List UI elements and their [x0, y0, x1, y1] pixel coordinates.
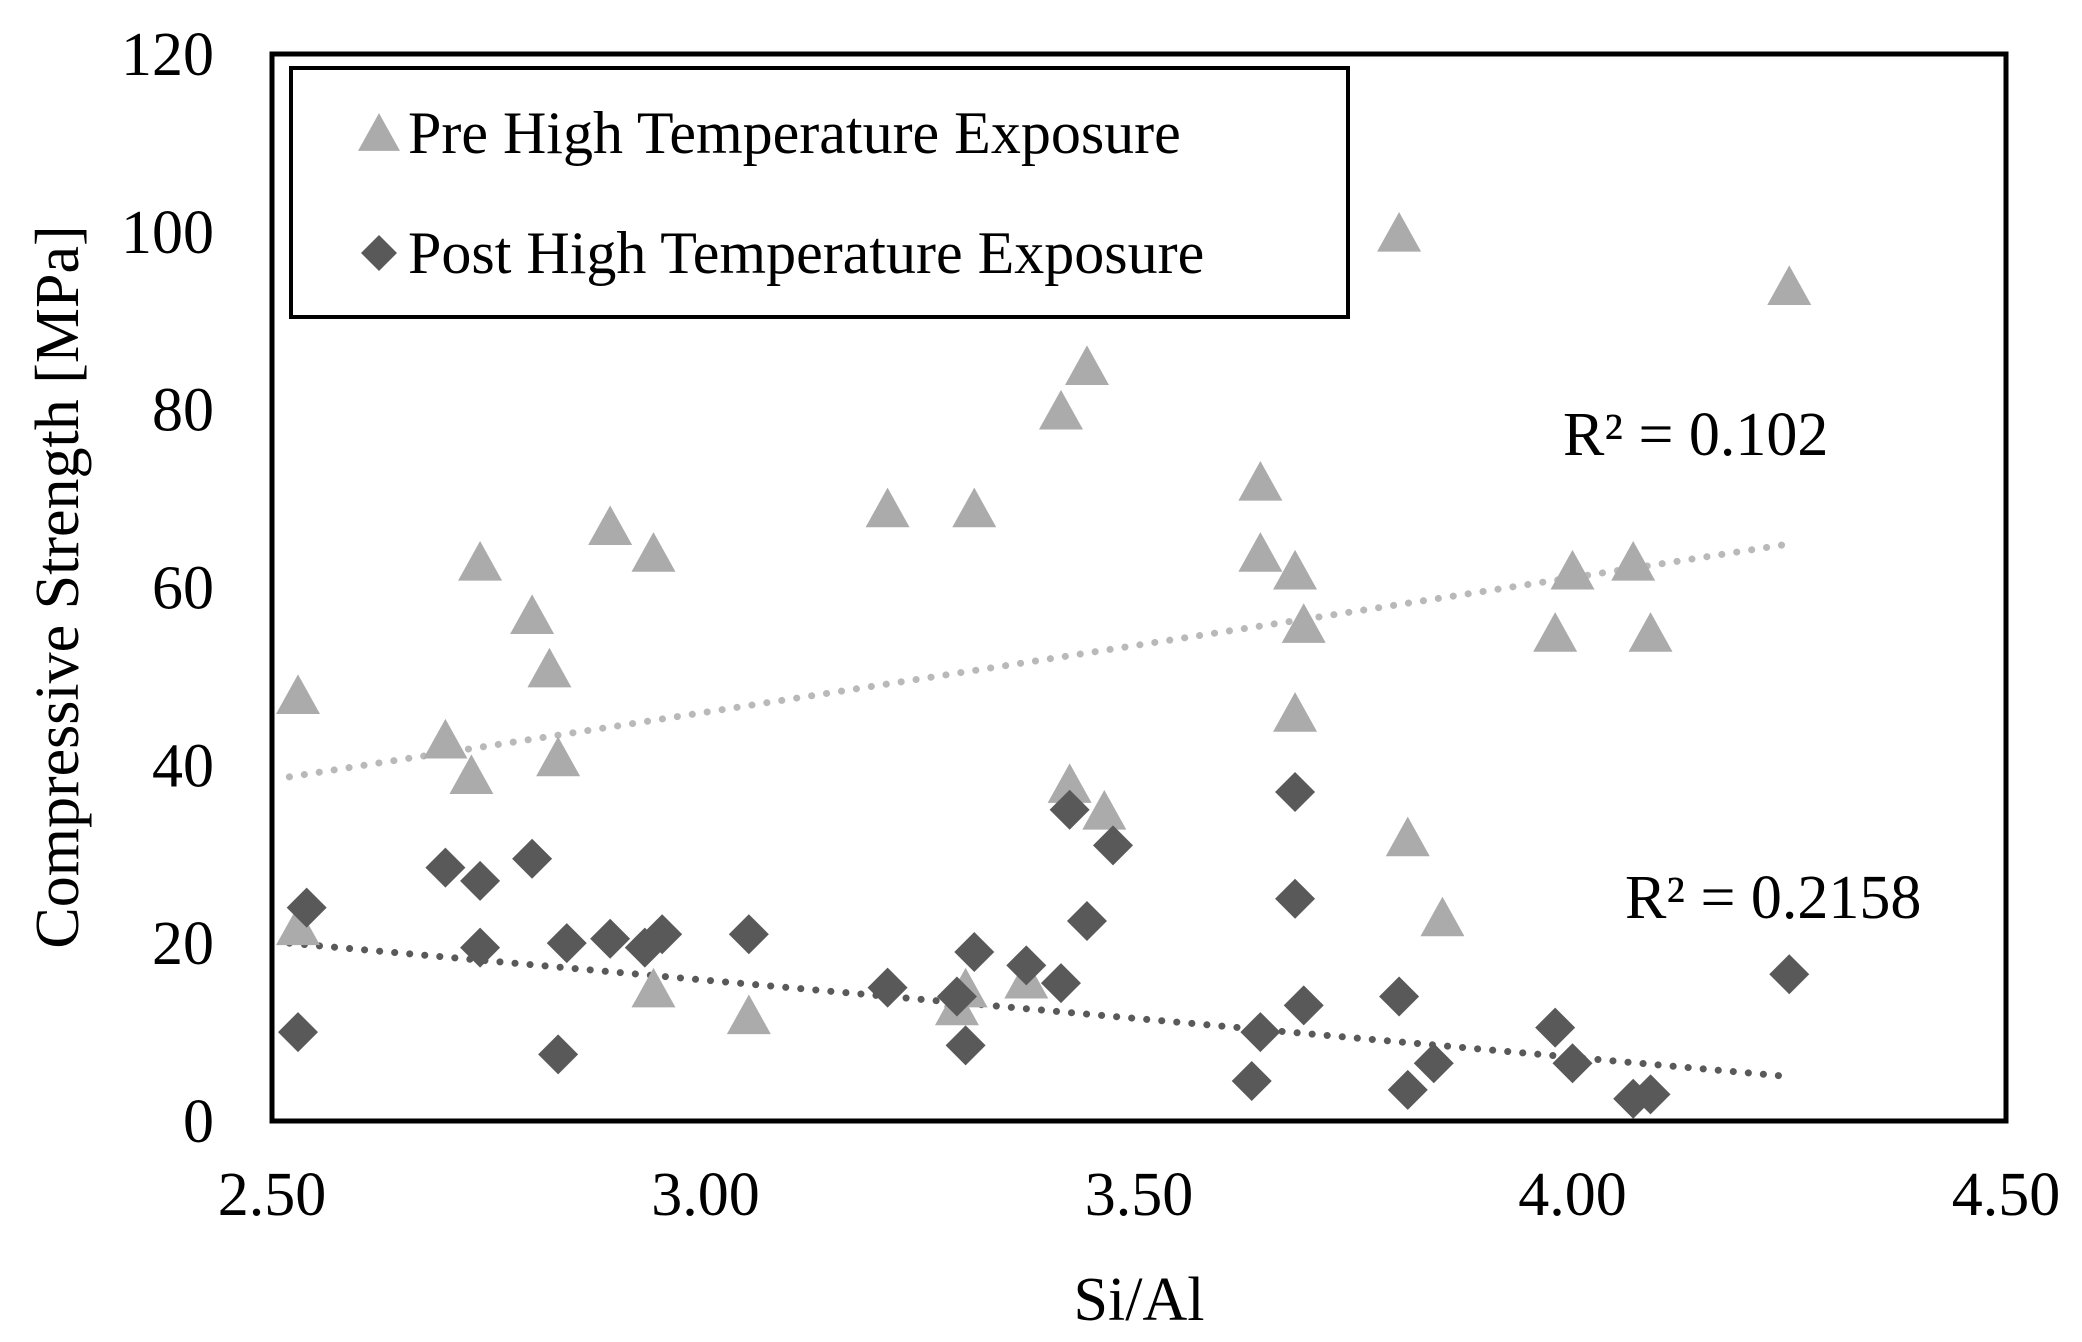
pre-exposure-point [1550, 549, 1595, 590]
post-exposure-point [286, 887, 327, 928]
legend-label-post: Post High Temperature Exposure [408, 220, 1204, 286]
post-exposure-point [1413, 1043, 1454, 1084]
y-tick-label: 100 [121, 199, 214, 267]
x-tick-label: 3.00 [651, 1161, 760, 1229]
post-exposure-point [546, 923, 587, 964]
pre-exposure-point [588, 505, 633, 546]
post-exposure-point [1092, 825, 1133, 866]
trendlines [285, 540, 1793, 1081]
post-exposure-point [867, 967, 908, 1008]
pre-exposure-point [527, 647, 572, 688]
legend: Pre High Temperature Exposure Post High … [289, 66, 1350, 319]
pre-exposure-point [1273, 692, 1318, 732]
legend-label-pre: Pre High Temperature Exposure [408, 100, 1181, 166]
post-exposure-point [425, 847, 466, 888]
trendline-pre [285, 540, 1793, 781]
pre-exposure-point [1238, 461, 1283, 501]
pre-exposure-point [1377, 212, 1422, 252]
series-pre-markers [276, 212, 1812, 1035]
post-exposure-point [1006, 945, 1047, 986]
post-exposure-point [1240, 1012, 1281, 1053]
post-exposure-point [1275, 772, 1316, 813]
pre-exposure-point [449, 754, 494, 795]
pre-exposure-point [631, 967, 676, 1008]
pre-exposure-point [631, 532, 676, 572]
x-tick-label: 3.50 [1085, 1161, 1194, 1229]
post-exposure-point [1066, 900, 1107, 941]
post-exposure-point [954, 932, 995, 973]
pre-exposure-point [1064, 345, 1109, 386]
y-tick-label: 80 [152, 377, 214, 445]
post-exposure-point [1387, 1069, 1428, 1110]
post-exposure-point [460, 927, 501, 968]
post-exposure-point [642, 914, 683, 955]
x-tick-label: 4.50 [1952, 1161, 2061, 1229]
post-exposure-point [1379, 976, 1420, 1017]
post-exposure-point [1535, 1007, 1576, 1048]
post-exposure-point [1630, 1074, 1671, 1115]
pre-exposure-point [952, 487, 997, 528]
post-exposure-point [1049, 789, 1090, 830]
plot-area-frame [269, 51, 2009, 1124]
pre-exposure-point [1628, 612, 1673, 652]
y-tick-label: 0 [183, 1088, 214, 1156]
pre-exposure-point [1273, 549, 1318, 590]
post-exposure-point [1769, 954, 1810, 995]
pre-exposure-point [1767, 265, 1812, 305]
legend-marker-post [361, 235, 397, 271]
pre-exposure-point [726, 994, 771, 1035]
legend-marker-pre [358, 113, 400, 151]
y-tick-label: 40 [152, 732, 214, 800]
pre-exposure-point [1082, 789, 1127, 830]
y-tick-label: 120 [121, 21, 214, 89]
pre-exposure-point [536, 736, 581, 777]
post-exposure-point [936, 976, 977, 1017]
post-exposure-point [1283, 985, 1324, 1026]
r2-label-pre: R² = 0.102 [1563, 401, 1828, 469]
pre-exposure-point [1611, 541, 1656, 581]
pre-exposure-point [1385, 816, 1430, 857]
legend-box [289, 66, 1350, 319]
post-exposure-point [460, 860, 501, 901]
x-tick-label: 4.00 [1518, 1161, 1627, 1229]
post-exposure-point [945, 1025, 986, 1066]
pre-exposure-point [510, 594, 555, 634]
pre-exposure-point [1038, 389, 1083, 430]
post-exposure-point [590, 918, 631, 959]
pre-exposure-point [423, 718, 468, 759]
post-exposure-point [512, 838, 553, 879]
x-axis-ticks: 2.50 3.00 3.50 4.00 4.50 [218, 1161, 2061, 1229]
r2-label-post: R² = 0.2158 [1625, 864, 1921, 932]
series-post-markers [278, 772, 1810, 1119]
post-exposure-point [1552, 1043, 1593, 1084]
y-tick-label: 60 [152, 555, 214, 623]
pre-exposure-point [1281, 603, 1326, 643]
post-exposure-point [538, 1034, 579, 1075]
pre-exposure-point [1238, 532, 1283, 572]
post-exposure-point [1040, 963, 1081, 1004]
pre-exposure-point [458, 541, 503, 581]
post-exposure-point [728, 914, 769, 955]
pre-exposure-point [1533, 612, 1578, 652]
post-exposure-point [1275, 878, 1316, 919]
y-axis-title: Compressive Strength [MPa] [24, 225, 92, 948]
trendline-post [285, 939, 1793, 1081]
pre-exposure-point [865, 487, 910, 528]
y-axis-ticks: 0 20 40 60 80 100 120 [121, 21, 214, 1156]
pre-exposure-point [276, 905, 321, 946]
pre-exposure-point [276, 674, 321, 714]
pre-exposure-point [1420, 896, 1465, 937]
y-tick-label: 20 [152, 910, 214, 978]
post-exposure-point [1231, 1060, 1272, 1101]
x-axis-title: Si/Al [1074, 1266, 1205, 1334]
post-exposure-point [278, 1012, 319, 1053]
x-tick-label: 2.50 [218, 1161, 327, 1229]
pre-exposure-point [1047, 763, 1092, 803]
